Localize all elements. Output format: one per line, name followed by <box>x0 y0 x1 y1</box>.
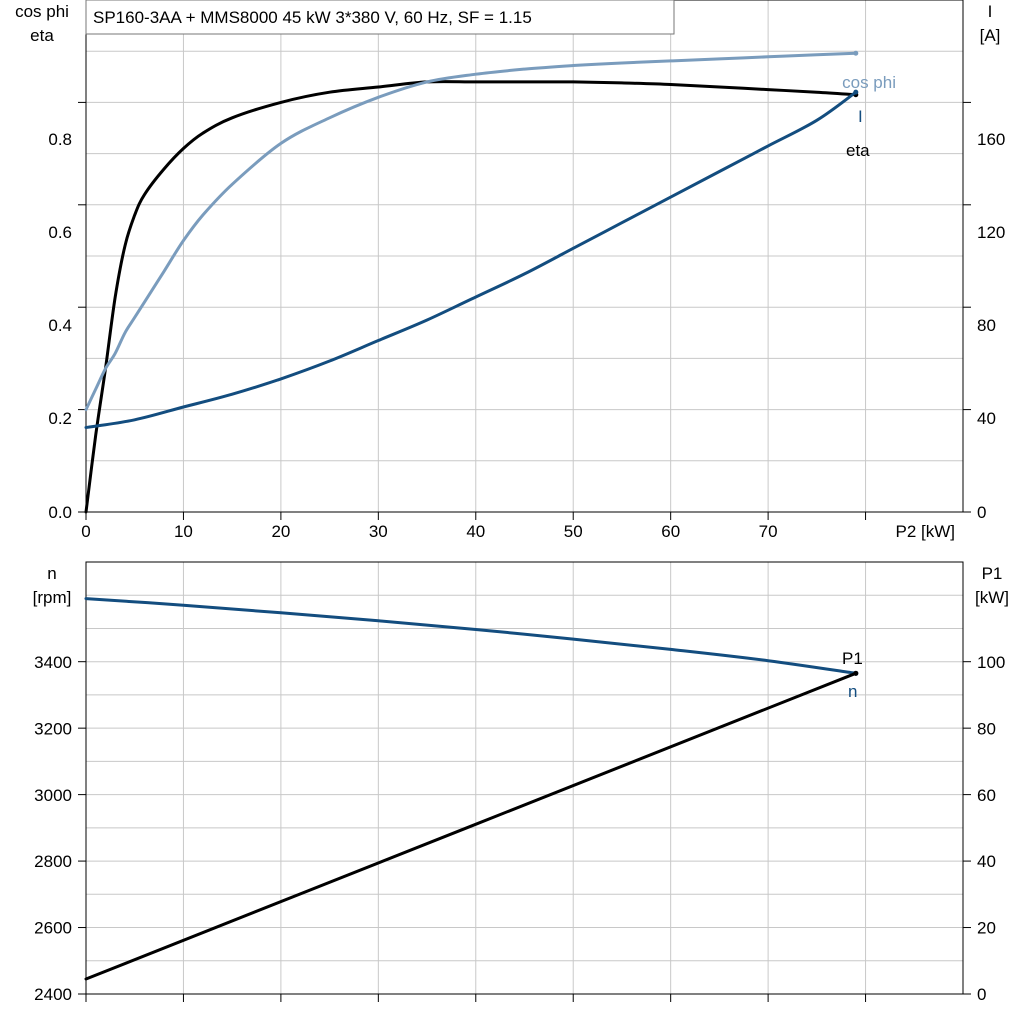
bottom-plot-frame <box>85 561 964 995</box>
left-tick-label: 2800 <box>34 852 72 871</box>
x-tick-label: 10 <box>174 522 193 541</box>
top-plot-frame <box>85 0 964 513</box>
eta-curve-label: eta <box>846 141 870 160</box>
right-axis-label-a-unit: [A] <box>980 26 1001 45</box>
right-axis-label-i: I <box>988 2 993 21</box>
x-axis-label-p2: P2 [kW] <box>895 522 955 541</box>
right-tick-label: 20 <box>977 919 996 938</box>
right-tick-label: 0 <box>977 985 986 1004</box>
right-tick-label: 60 <box>977 786 996 805</box>
chart-title: SP160-3AA + MMS8000 45 kW 3*380 V, 60 Hz… <box>93 8 532 27</box>
left-axis-label-rpm-unit: [rpm] <box>33 588 72 607</box>
x-tick-label: 70 <box>759 522 778 541</box>
cos-phi-curve <box>84 51 858 412</box>
x-tick-label: 60 <box>661 522 680 541</box>
cos-phi-curve-label: cos phi <box>842 73 896 92</box>
right-tick-label: 80 <box>977 719 996 738</box>
current-curve-label: I <box>858 107 863 126</box>
top-axis-ticks <box>78 101 971 520</box>
x-tick-label: 30 <box>369 522 388 541</box>
right-tick-label: 120 <box>977 223 1005 242</box>
i-curve <box>84 90 858 429</box>
right-axis-label-p1: P1 <box>982 564 1003 583</box>
top-curves <box>84 50 859 514</box>
right-tick-label: 40 <box>977 409 996 428</box>
left-tick-label: 3400 <box>34 653 72 672</box>
p1-end-point <box>853 670 859 676</box>
cos-phi-end-point <box>853 50 859 56</box>
speed-power-chart: n [rpm] P1 [kW] 2400 2600 2800 3000 3200… <box>33 561 1009 1004</box>
left-tick-label: 3200 <box>34 719 72 738</box>
p1-curve <box>84 671 858 981</box>
left-tick-label: 0.2 <box>48 409 72 428</box>
right-tick-label: 0 <box>977 503 986 522</box>
p1-curve-label: P1 <box>842 649 863 668</box>
right-tick-label: 40 <box>977 852 996 871</box>
chart-title-box <box>85 0 675 35</box>
left-axis-label-eta: eta <box>30 26 54 45</box>
left-tick-label: 3000 <box>34 786 72 805</box>
left-tick-label: 0.0 <box>48 503 72 522</box>
right-axis-label-kw-unit: [kW] <box>975 588 1009 607</box>
bottom-curves <box>84 597 859 981</box>
left-tick-label: 0.6 <box>48 223 72 242</box>
x-tick-label: 0 <box>81 522 90 541</box>
left-axis-label-n: n <box>47 564 56 583</box>
n-curve-label: n <box>848 682 857 701</box>
left-tick-label: 2400 <box>34 985 72 1004</box>
x-tick-label: 40 <box>466 522 485 541</box>
left-axis-label-cos-phi: cos phi <box>15 2 69 21</box>
left-tick-label: 2600 <box>34 919 72 938</box>
n-curve <box>84 597 858 675</box>
left-tick-label: 0.4 <box>48 316 72 335</box>
eta-curve <box>84 80 858 514</box>
left-tick-label: 0.8 <box>48 130 72 149</box>
bottom-gridlines <box>86 562 963 994</box>
top-gridlines <box>86 0 963 512</box>
x-tick-label: 20 <box>271 522 290 541</box>
right-tick-label: 80 <box>977 316 996 335</box>
right-tick-label: 160 <box>977 130 1005 149</box>
x-tick-label: 50 <box>564 522 583 541</box>
bottom-axis-ticks <box>78 661 971 1002</box>
right-tick-label: 100 <box>977 653 1005 672</box>
i-end-point <box>853 89 859 95</box>
efficiency-current-chart: SP160-3AA + MMS8000 45 kW 3*380 V, 60 Hz… <box>15 0 1005 541</box>
